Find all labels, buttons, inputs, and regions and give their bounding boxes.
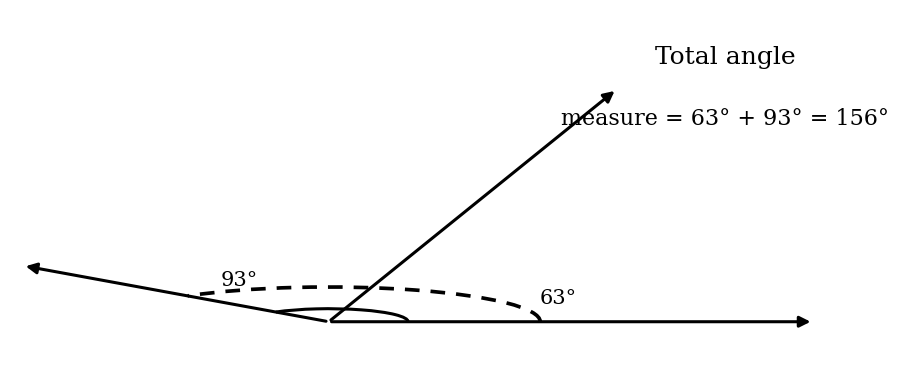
Text: 93°: 93° — [220, 270, 257, 290]
Text: measure = 63° + 93° = 156°: measure = 63° + 93° = 156° — [561, 108, 889, 130]
Text: 63°: 63° — [539, 289, 576, 308]
Text: Total angle: Total angle — [655, 46, 796, 69]
